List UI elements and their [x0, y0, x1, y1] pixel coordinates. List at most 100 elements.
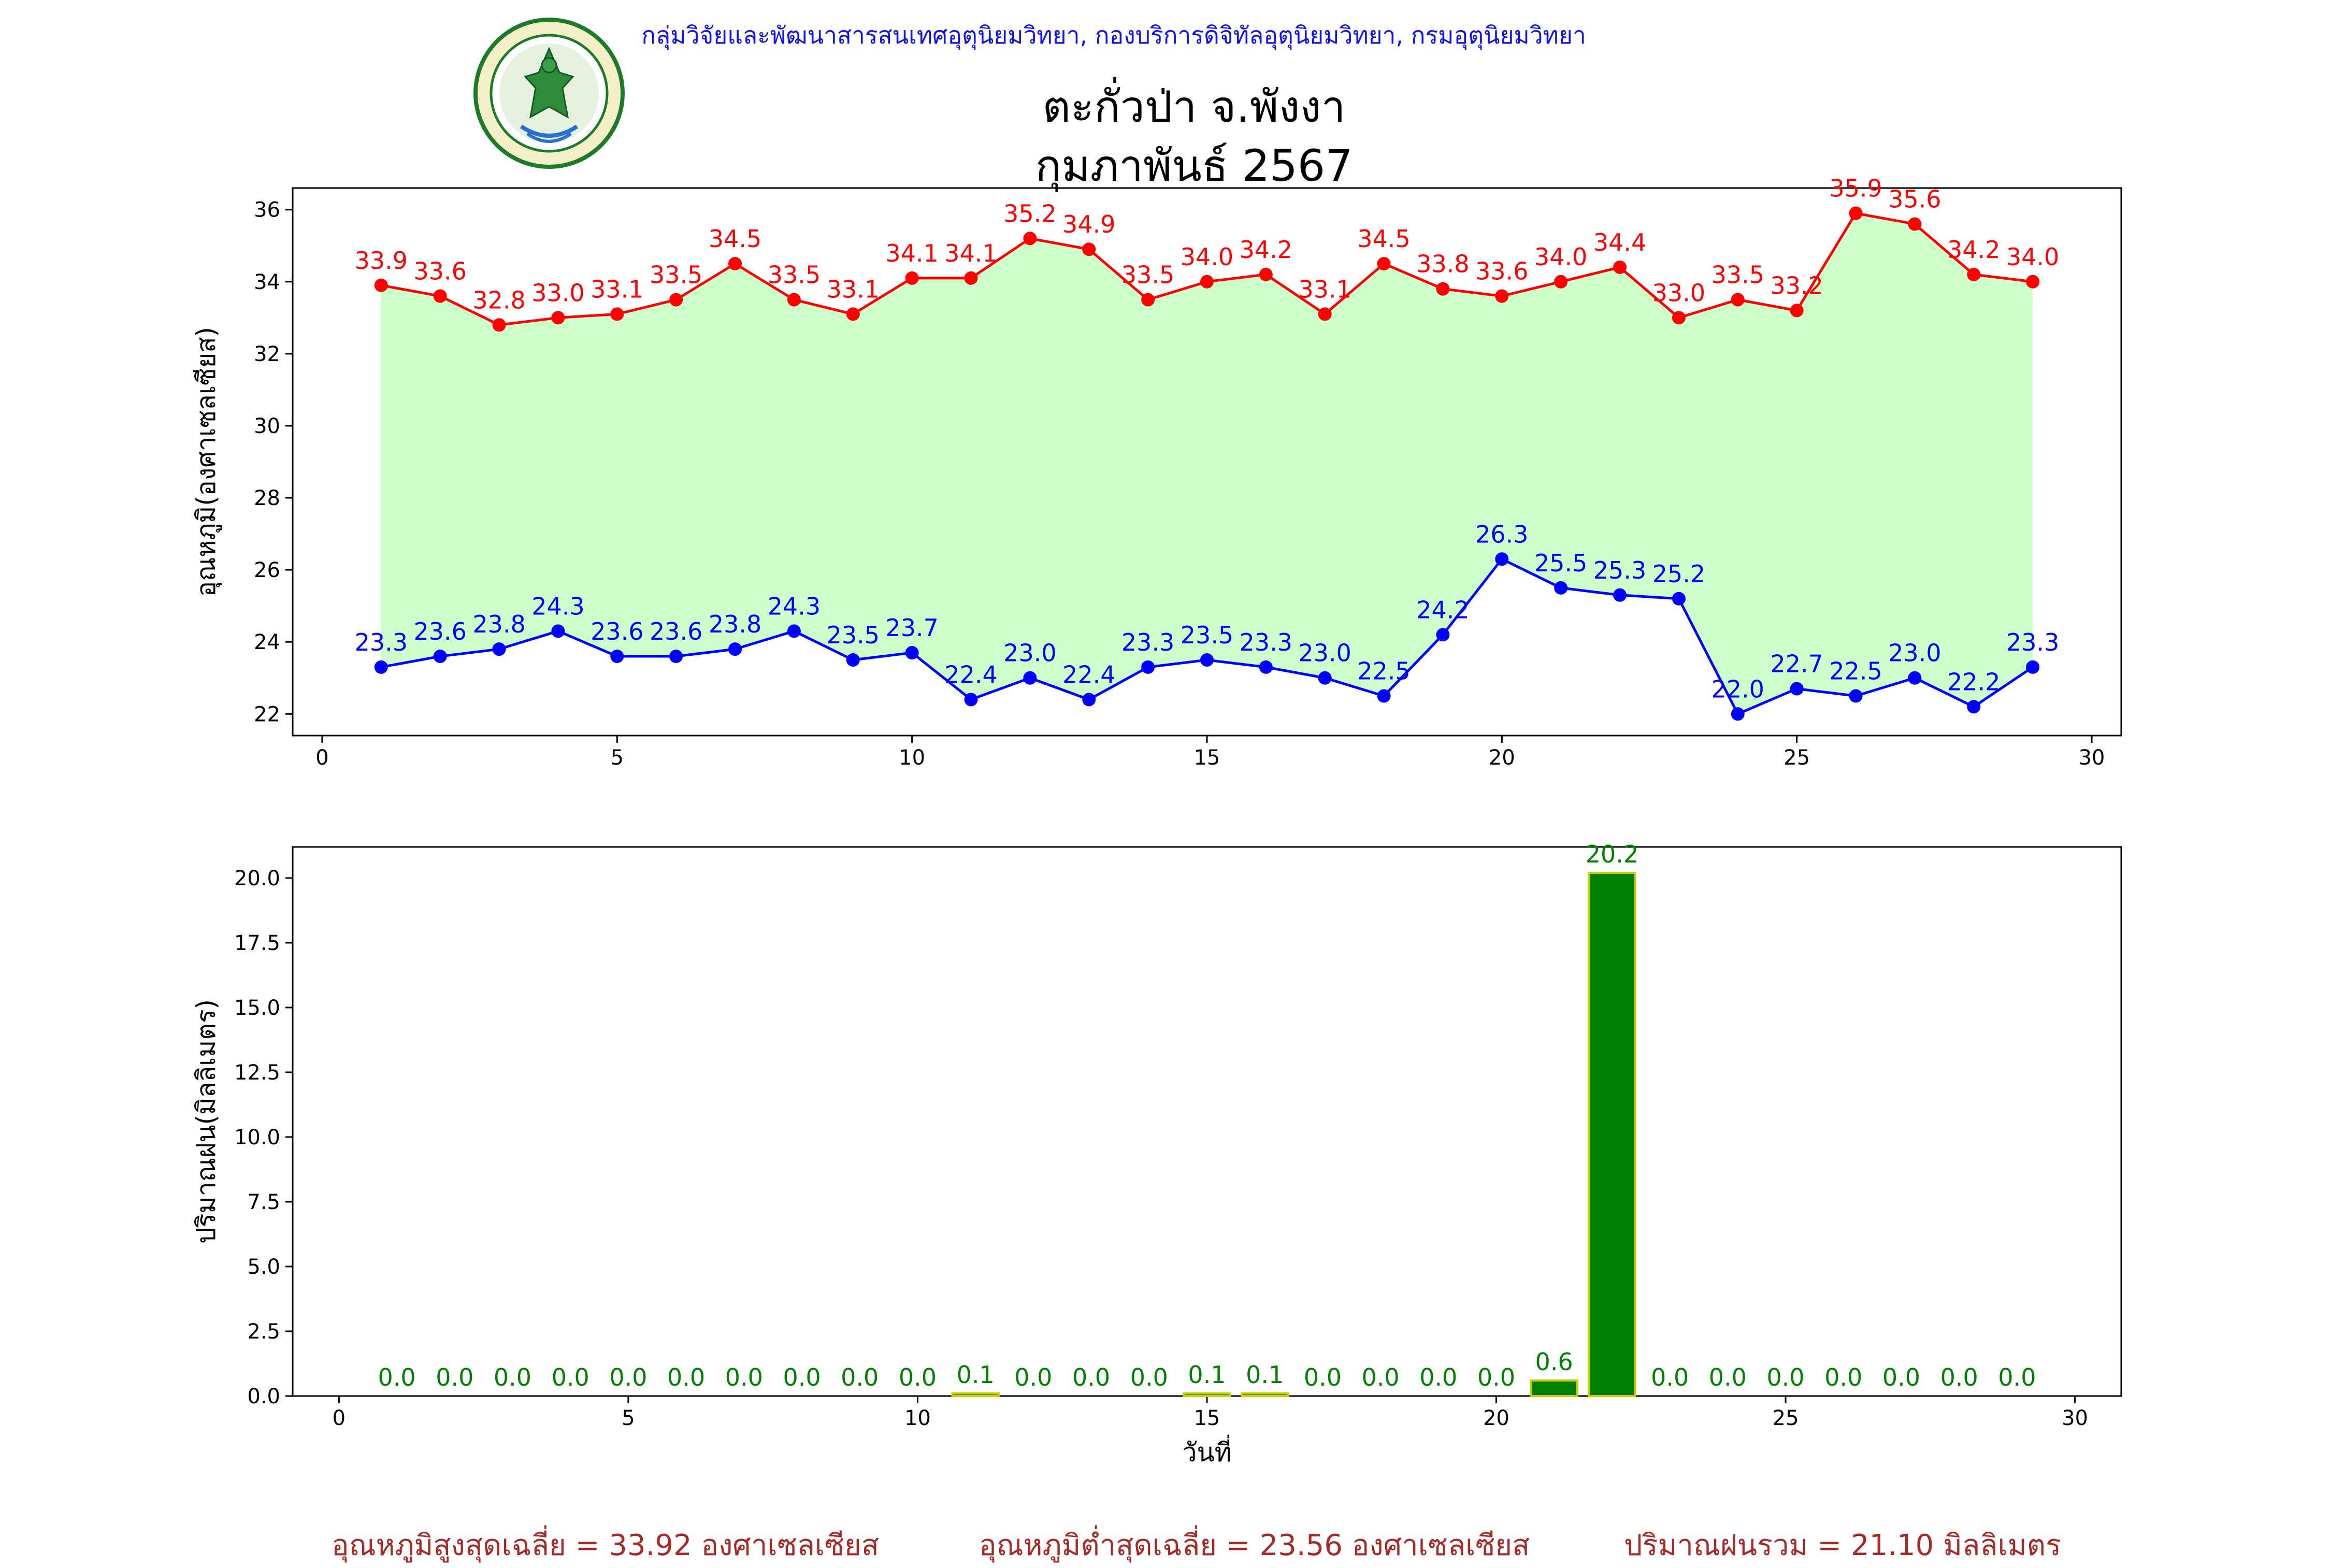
temp-min-point — [610, 650, 624, 664]
temp-min-data-label: 24.3 — [768, 592, 821, 620]
temp-y-axis-label: อุณหภูมิ(องศาเซลเซียส) — [191, 327, 222, 597]
temp-min-point — [905, 646, 919, 660]
temp-max-data-label: 34.5 — [709, 225, 761, 253]
rain-data-label: 0.0 — [1651, 1363, 1689, 1391]
temp-min-data-label: 25.5 — [1534, 549, 1587, 577]
temp-y-tick-label: 24 — [254, 630, 280, 654]
temp-min-data-label: 23.8 — [709, 610, 761, 638]
rain-x-tick-label: 15 — [1194, 1406, 1220, 1430]
temp-x-tick-label: 25 — [1783, 746, 1810, 770]
temp-max-point — [610, 307, 624, 321]
station-title: ตะกั่วป่า จ.พังงา — [1042, 81, 1346, 132]
temp-min-point — [1318, 671, 1332, 685]
temp-max-data-label: 34.2 — [1240, 236, 1292, 264]
rain-x-tick-label: 0 — [333, 1406, 346, 1430]
temp-y-tick-label: 26 — [254, 558, 280, 582]
rain-x-tick-label: 30 — [2062, 1406, 2088, 1430]
temp-min-data-label: 25.2 — [1652, 560, 1705, 588]
temp-min-data-label: 22.7 — [1770, 650, 1823, 678]
temp-min-point — [1967, 700, 1981, 714]
rain-data-label: 0.0 — [1362, 1363, 1400, 1391]
temp-min-point — [1672, 592, 1686, 606]
temp-max-point — [964, 271, 978, 285]
temp-max-data-label: 33.6 — [1475, 257, 1528, 285]
rain-bar — [951, 1392, 1000, 1397]
temp-min-point — [787, 624, 801, 638]
rain-data-label: 0.0 — [1014, 1363, 1052, 1391]
temp-min-point — [433, 650, 447, 664]
temp-min-data-label: 23.8 — [472, 610, 525, 638]
rain-data-label: 0.0 — [1304, 1363, 1342, 1391]
temp-min-point — [964, 693, 978, 707]
temp-max-point — [846, 307, 860, 321]
temp-max-data-label: 33.6 — [413, 257, 466, 285]
temp-max-data-label: 34.0 — [1534, 243, 1587, 271]
temp-max-data-label: 33.9 — [355, 247, 408, 275]
temp-max-point — [1377, 257, 1391, 271]
total-rain-text: ปริมาณฝนรวม = 21.10 มิลลิเมตร — [1624, 1529, 2062, 1562]
temp-min-data-label: 22.5 — [1829, 657, 1882, 685]
temp-min-point — [1731, 707, 1745, 721]
rain-data-label: 0.0 — [783, 1363, 821, 1391]
temp-max-point — [433, 289, 447, 303]
rain-data-label: 0.0 — [1419, 1363, 1457, 1391]
temp-y-tick-label: 30 — [254, 414, 280, 438]
temp-min-point — [551, 624, 565, 638]
rain-y-axis-label: ปริมาณฝน(มิลลิเมตร) — [191, 999, 221, 1244]
temp-max-data-label: 34.1 — [944, 239, 997, 267]
temperature-chart: 0 5 10 15 20 25 30 22 24 26 28 30 32 34 36 อุณหภูมิ(องศ… — [191, 175, 2122, 770]
temp-max-point — [1849, 206, 1863, 220]
temp-min-data-label: 24.3 — [531, 592, 584, 620]
temp-min-point — [2026, 660, 2040, 674]
rain-y-tick-label: 2.5 — [247, 1320, 280, 1344]
temp-x-tick-label: 10 — [899, 746, 925, 770]
rain-data-label: 0.0 — [841, 1363, 879, 1391]
rain-y-tick-label: 12.5 — [234, 1061, 280, 1085]
temp-x-tick-label: 0 — [315, 746, 328, 770]
temp-max-point — [374, 278, 388, 292]
rain-y-tick-label: 5.0 — [247, 1255, 280, 1279]
rain-data-label: 0.1 — [1246, 1361, 1284, 1389]
rainfall-chart: 0 5 10 15 20 25 30 0.0 2.5 5.0 7.5 10.0 12.5 15.0 17.5… — [191, 840, 2122, 1468]
temp-max-point — [1141, 293, 1155, 307]
temp-min-point — [1082, 693, 1096, 707]
temp-max-data-label: 33.5 — [650, 261, 702, 289]
temp-min-data-label: 23.6 — [650, 617, 702, 645]
temp-min-point — [1259, 660, 1273, 674]
temp-max-data-label: 33.0 — [1652, 279, 1705, 307]
temp-max-point — [1259, 267, 1273, 281]
temp-min-point — [1200, 653, 1214, 667]
rain-plot-frame — [292, 846, 2122, 1397]
temp-max-data-label: 33.8 — [1416, 250, 1469, 278]
rain-data-label: 0.0 — [1709, 1363, 1747, 1391]
temp-max-data-label: 33.5 — [1711, 261, 1764, 289]
rain-data-label: 0.0 — [1824, 1363, 1862, 1391]
temp-max-data-label: 34.4 — [1593, 228, 1646, 256]
temp-max-point — [2026, 275, 2040, 289]
avg-min-temp-text: อุณหภูมิต่ำสุดเฉลี่ย = 23.56 องศาเซลเซีย… — [979, 1529, 1530, 1562]
temp-min-data-label: 26.3 — [1475, 520, 1528, 548]
temp-min-point — [1141, 660, 1155, 674]
temp-max-data-label: 33.2 — [1770, 271, 1823, 299]
rain-x-tick-label: 20 — [1483, 1406, 1509, 1430]
temp-min-data-label: 23.7 — [885, 614, 938, 642]
temp-min-data-label: 23.0 — [1299, 639, 1351, 667]
temp-max-data-label: 33.5 — [1121, 261, 1174, 289]
rain-bar — [1530, 1379, 1578, 1397]
temp-min-point — [846, 653, 860, 667]
rain-bar — [1183, 1392, 1231, 1397]
temp-min-point — [728, 642, 742, 656]
temp-max-data-label: 34.2 — [1947, 236, 2000, 264]
rain-data-label: 0.1 — [957, 1361, 995, 1389]
temp-min-data-label: 22.0 — [1711, 675, 1764, 703]
rain-y-tick-label: 20.0 — [234, 867, 280, 890]
temp-max-data-label: 33.5 — [768, 261, 821, 289]
temp-min-data-label: 23.3 — [2006, 628, 2059, 656]
rain-x-tick-label: 25 — [1773, 1406, 1799, 1430]
rain-x-tick-label: 5 — [622, 1406, 635, 1430]
temp-x-tick-label: 30 — [2079, 746, 2105, 770]
rain-data-label: 0.0 — [1767, 1363, 1805, 1391]
temp-max-point — [1908, 217, 1922, 231]
rain-data-label: 0.0 — [1072, 1363, 1110, 1391]
temp-x-tick-label: 15 — [1194, 746, 1220, 770]
